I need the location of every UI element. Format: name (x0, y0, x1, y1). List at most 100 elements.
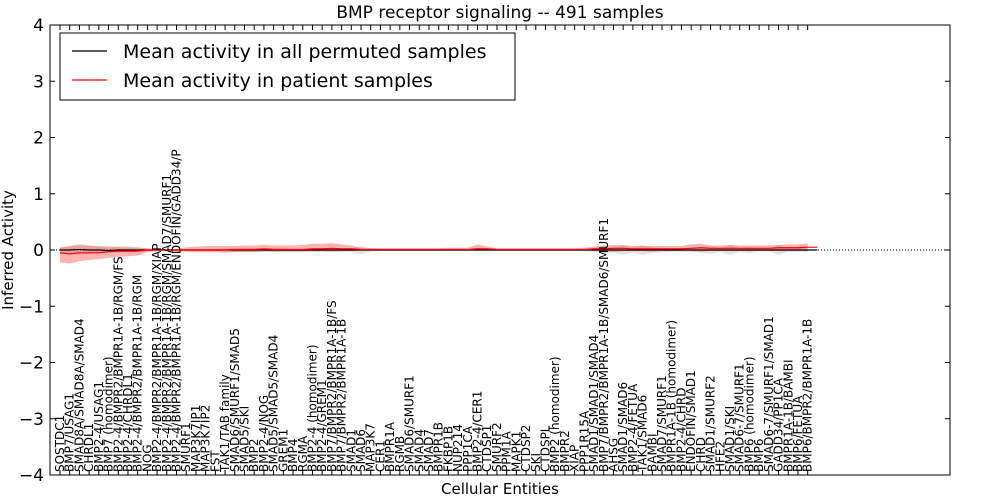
x-tick-label: CER1 (373, 440, 387, 472)
x-tick-label: BMP2-4/BMPR2/BMPR1A-1B/RGM/SMAD7/SMURF1 (160, 174, 174, 472)
y-tick-label: −4 (19, 466, 44, 486)
x-tick-label: SMAD5/SMAD5/SMAD4 (267, 335, 281, 472)
x-tick-label: MAPK1 (509, 431, 523, 472)
x-tick-labels: SOSTDC1BMP7/USAG1SMAD8A/SMAD8A/SMAD4CHRD… (53, 25, 815, 475)
x-tick-label: BMP2-4/CER1 (471, 391, 485, 472)
x-tick-label: MAP3K7IP1 (189, 405, 203, 472)
x-tick-label: PPP1R15A (577, 410, 591, 472)
legend: Mean activity in all permuted samples Me… (59, 32, 516, 101)
x-tick-label: SMAD1/SMURF2 (704, 375, 718, 472)
x-tick-label: HFE2 (713, 441, 727, 472)
x-tick-label: SMAD1 (344, 429, 358, 472)
x-tick-label: NOG (140, 444, 154, 472)
x-tick-label: SMURF1 (179, 422, 193, 472)
x-tick-label: BMP6 (752, 439, 766, 472)
x-tick-label: SMAD6-7/SMURF1 (733, 363, 747, 472)
x-tick-label: CTDSP2 (519, 425, 533, 472)
x-tick-label: PPM1A (500, 431, 514, 472)
x-tick-label: RGMA (296, 435, 310, 472)
x-tick-label: NUP214 (451, 424, 465, 472)
x-tick-label: BMP2-4/BMPR2/BMPR1A-1B/RGM/FS (111, 256, 125, 472)
x-tick-label: MAP3K7 (364, 423, 378, 472)
x-tick-label: BMP7/BMPR2/BMPR1A-1B/FS (325, 300, 339, 472)
x-tick-label: BMP6/BMPR2/BMPR1A-1B (801, 319, 815, 472)
x-tick-label: BMP6/FETUA (791, 395, 805, 472)
x-tick-label: BMPR1A (383, 421, 397, 472)
chart-title: BMP receptor signaling -- 491 samples (336, 3, 663, 23)
legend-label-patient: Mean activity in patient samples (123, 70, 433, 92)
x-tick-label: BMPR1B (432, 422, 446, 472)
x-tick-label: BMP2-4 (homodimer) (305, 344, 319, 472)
x-tick-label: SOSTDC1 (53, 415, 67, 472)
x-tick-label: TAK1/SMAD6 (636, 395, 650, 473)
x-tick-label: SMAD5/SKI (237, 406, 251, 472)
x-tick-label: BMP7/BMPR2/BMPR1A-1B (335, 319, 349, 472)
y-tick-label: 3 (33, 72, 44, 92)
x-tick-label: BMPR1A-1B (homodimer) (665, 320, 679, 472)
x-tick-label: RGMB (393, 436, 407, 472)
y-tick-label: 0 (33, 241, 44, 261)
series-lines (50, 246, 950, 255)
x-tick-label: SMAD7/SMURF1 (655, 375, 669, 472)
x-tick-label: SMAD8A/SMAD8A/SMAD4 (72, 318, 86, 472)
x-tick-label: SMAD1/SKI (723, 406, 737, 472)
plot-frame (49, 24, 951, 476)
x-tick-label: BMP2-4/CHRDL1 (121, 373, 135, 472)
x-tick-label: BMP2-4/CHRD (674, 388, 688, 472)
x-tick-label: SKI (529, 453, 543, 472)
y-tick-label: −2 (19, 354, 44, 374)
x-tick-label: BMP2-4/NOG (257, 395, 271, 472)
x-tick-label: SMAD6-7/SMURF1/SMAD1 (762, 316, 776, 472)
x-tick-label: CTDSP1 (480, 425, 494, 472)
x-tick-label: BMPR1A-1B/BAMBI (781, 359, 795, 472)
x-tick-label: SMAD1/SMAD6 (616, 382, 630, 472)
x-tick-label: BMP2-4/USAG1 (92, 381, 106, 472)
x-tick-label: SMAD6/SMURF1 (403, 375, 417, 472)
x-tick-label: CHRDL1 (82, 423, 96, 472)
x-tick-label: CTDSPL (539, 425, 553, 472)
x-tick-label: SMAD6 (354, 429, 368, 472)
x-tick-label: CHRD (694, 437, 708, 472)
x-tick-label: BMP2 (247, 439, 261, 472)
y-axis-label: Inferred Activity (0, 190, 17, 310)
x-tick-label: BMP2 (homodimer) (548, 356, 562, 472)
x-tick-label: SMAD6/SMURF1/SMAD5 (228, 328, 242, 472)
y-axis-ticks: −4 −3 −2 −1 0 1 2 3 4 (19, 16, 950, 486)
x-tick-label: AHSG (606, 438, 620, 472)
x-tick-label: BMP7/USAG1 (63, 393, 77, 472)
x-tick-label: BMP2-4/BMPR2/BMPR1A-1B/RGM/XIAP (150, 243, 164, 472)
x-tick-label: FST (208, 450, 222, 472)
x-tick-label: BMP2-4/GREM1 (315, 379, 329, 472)
x-tick-label: BMPR2 (558, 430, 572, 472)
y-tick-label: 1 (33, 185, 44, 205)
x-tick-label: TAK1/TAB family (218, 374, 232, 473)
x-tick-label: BMP6 (homodimer) (742, 356, 756, 472)
y-tick-label: −3 (19, 410, 44, 430)
x-tick-label: BMP2-4/FETUA (626, 383, 640, 472)
y-tick-label: 2 (33, 129, 44, 149)
x-axis-label: Cellular Entities (441, 480, 559, 498)
x-tick-label: BMP2-4/BMPR2/BMPR1A-1B/RGM (131, 275, 145, 472)
legend-label-permuted: Mean activity in all permuted samples (123, 41, 486, 63)
x-tick-label: GREM1 (276, 429, 290, 472)
x-tick-label: BMP7/BMPR2/BMPR1A-1B/SMAD6/SMURF1 (597, 218, 611, 472)
x-tick-label: BMP2-4/BMPR2/BMPR1A-1B/RGM/ENDOFIN/GADD3… (170, 149, 184, 472)
x-tick-label: BMP7 (homodimer) (102, 356, 116, 472)
x-tick-label: ENDOFIN/SMAD1 (684, 370, 698, 472)
x-tick-label: MAP3K7IP2 (199, 405, 213, 472)
x-tick-label: PPP1CA (461, 425, 475, 472)
x-tick-label: GADD34/PP1CA (772, 377, 786, 472)
x-tick-label: FKBP1B (441, 426, 455, 472)
x-tick-label: BAMBI (645, 433, 659, 472)
y-tick-label: 4 (33, 16, 44, 36)
x-tick-label: SMAD1/SMAD1/SMAD4 (587, 335, 601, 472)
y-tick-label: −1 (19, 297, 44, 317)
x-tick-label: SMAD7 (422, 429, 436, 472)
x-tick-label: SMURF2 (490, 422, 504, 472)
line-patient-mean (59, 246, 818, 255)
x-tick-label: BMP4 (286, 439, 300, 472)
x-tick-label: SMAD4 (412, 429, 426, 472)
legend-box (59, 32, 516, 101)
x-tick-label: XIAP (568, 445, 582, 472)
